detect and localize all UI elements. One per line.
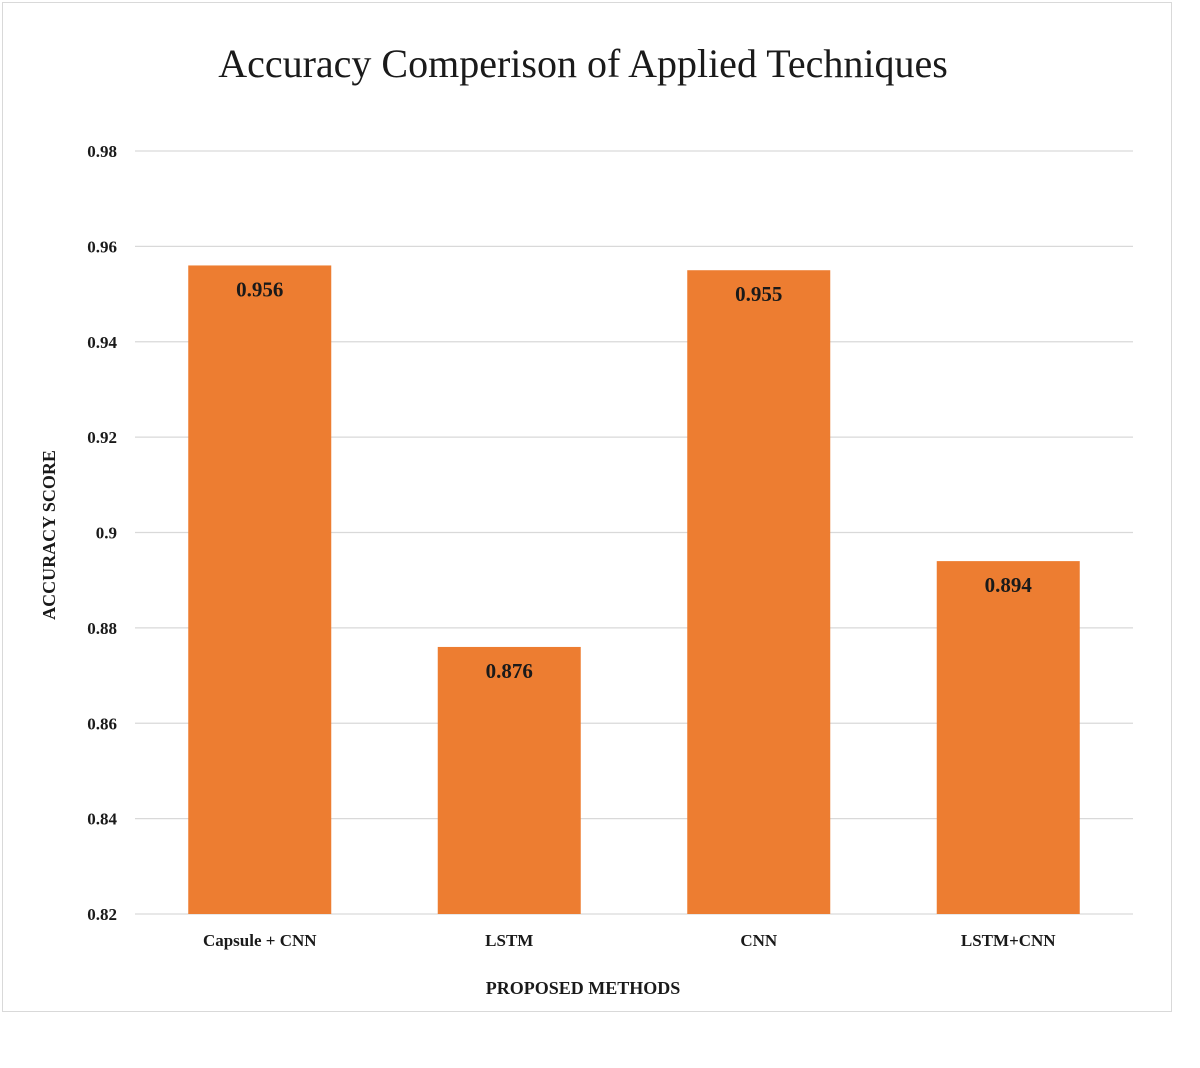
y-tick-label: 0.96 — [87, 237, 117, 256]
data-label: 0.894 — [985, 573, 1033, 597]
x-tick-label: Capsule + CNN — [203, 931, 317, 950]
x-axis-ticks: Capsule + CNN LSTM CNN LSTM+CNN — [203, 931, 1056, 950]
y-tick-label: 0.94 — [87, 333, 117, 352]
y-tick-label: 0.82 — [87, 905, 117, 924]
bar — [687, 270, 831, 914]
data-label: 0.876 — [486, 659, 533, 683]
x-tick-label: CNN — [740, 931, 778, 950]
y-tick-label: 0.88 — [87, 619, 117, 638]
bar — [437, 646, 581, 914]
x-tick-label: LSTM+CNN — [961, 931, 1056, 950]
y-tick-label: 0.92 — [87, 428, 117, 447]
bar — [936, 561, 1080, 914]
data-label: 0.955 — [735, 282, 782, 306]
data-label: 0.956 — [236, 277, 283, 301]
chart-title: Accuracy Comperison of Applied Technique… — [218, 41, 948, 86]
y-tick-label: 0.9 — [96, 524, 117, 543]
y-tick-label: 0.84 — [87, 810, 117, 829]
bar — [188, 265, 332, 914]
data-labels: 0.956 0.876 0.955 0.894 — [236, 277, 1032, 683]
bars — [188, 265, 1080, 914]
y-axis-label: ACCURACY SCORE — [39, 450, 59, 620]
y-tick-label: 0.86 — [87, 714, 117, 733]
x-tick-label: LSTM — [485, 931, 533, 950]
y-axis-ticks: 0.98 0.96 0.94 0.92 0.9 0.88 0.86 0.84 0.82 — [87, 142, 117, 924]
x-axis-label: PROPOSED METHODS — [486, 978, 681, 998]
y-tick-label: 0.98 — [87, 142, 117, 161]
